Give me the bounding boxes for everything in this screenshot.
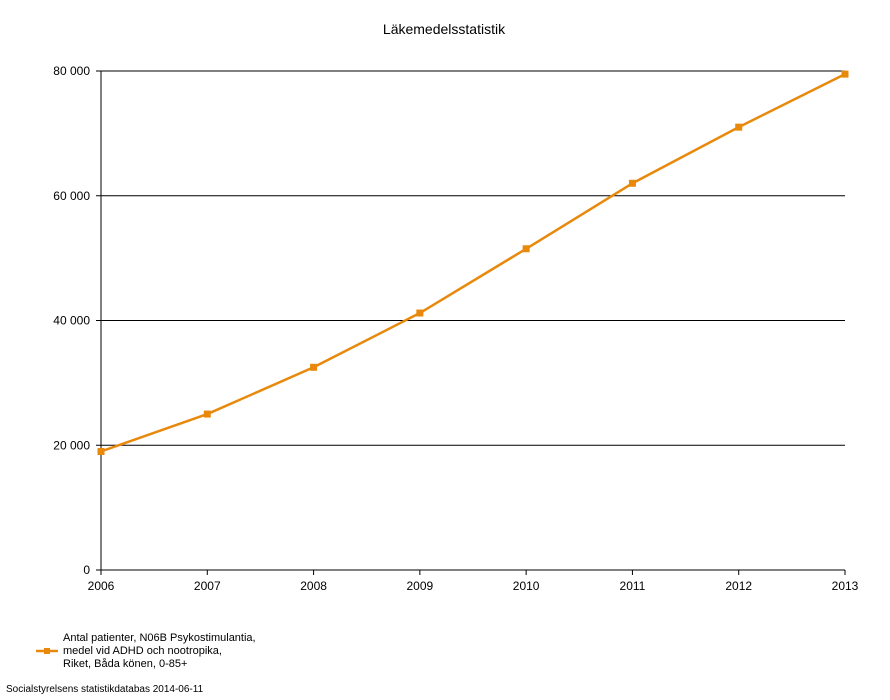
x-axis-ticks: 2006 2007 2008 2009 2010 2011 2012 2013 [88, 570, 859, 593]
x-tick-label: 2006 [88, 579, 115, 593]
x-tick-label: 2008 [300, 579, 327, 593]
data-point [203, 410, 211, 418]
x-tick-label: 2013 [832, 579, 859, 593]
legend-marker [44, 648, 50, 654]
legend-label: Antal patienter, N06B Psykostimulantia, [63, 632, 256, 644]
data-point [97, 447, 105, 455]
series-group [97, 70, 849, 455]
y-axis-ticks: 0 20 000 40 000 60 000 80 000 [53, 64, 101, 577]
data-point [522, 245, 530, 253]
y-tick-label: 0 [83, 563, 90, 577]
source-note: Socialstyrelsens statistikdatabas 2014-0… [6, 684, 204, 695]
data-point [416, 309, 424, 317]
data-point [735, 123, 743, 131]
grid [101, 70, 845, 446]
y-tick-label: 60 000 [53, 189, 90, 203]
x-tick-label: 2012 [725, 579, 752, 593]
legend-label: medel vid ADHD och nootropika, [63, 645, 222, 657]
x-tick-label: 2007 [194, 579, 221, 593]
x-tick-label: 2009 [407, 579, 434, 593]
y-tick-label: 20 000 [53, 438, 90, 452]
data-point [628, 179, 636, 187]
data-point [310, 363, 318, 371]
x-tick-label: 2010 [513, 579, 540, 593]
series-line [100, 73, 846, 453]
x-tick-label: 2011 [620, 579, 646, 593]
y-tick-label: 40 000 [53, 314, 90, 328]
data-point [841, 70, 849, 78]
legend-label: Riket, Båda könen, 0-85+ [63, 658, 187, 670]
legend: Antal patienter, N06B Psykostimulantia,m… [36, 632, 256, 670]
y-tick-label: 80 000 [53, 64, 90, 78]
chart-title: Läkemedelsstatistik [383, 21, 506, 37]
